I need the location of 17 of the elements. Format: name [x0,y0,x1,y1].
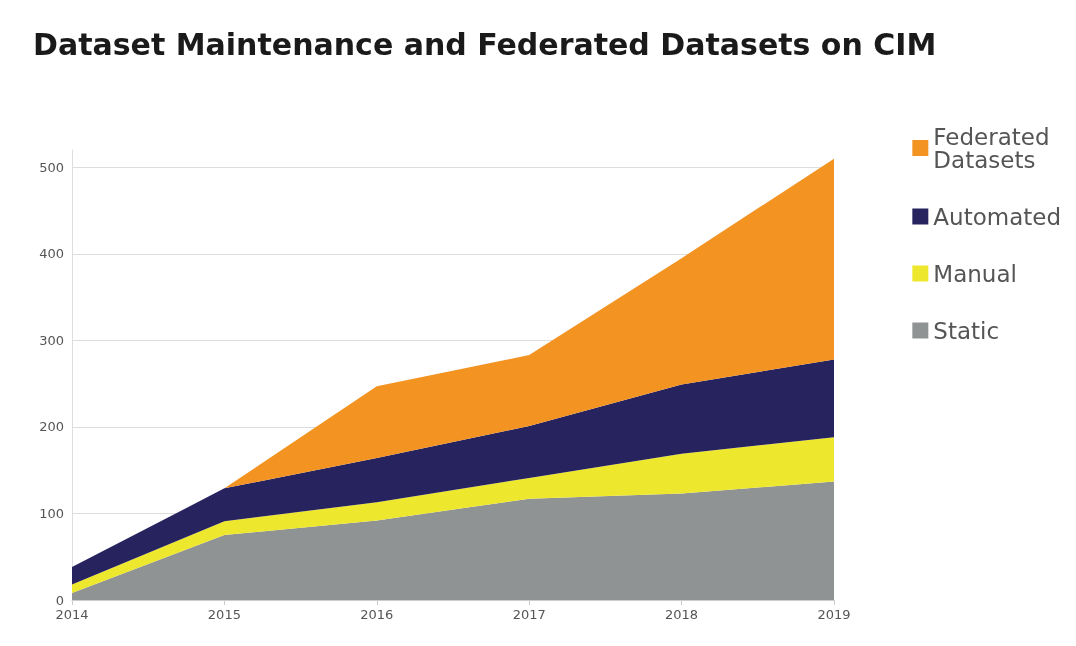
x-tick-label: 2014 [55,607,89,622]
x-tick-label: 2016 [360,607,394,622]
x-tick-label: 2015 [207,607,241,622]
y-tick-label: 500 [39,159,64,175]
x-tick-label: 2018 [665,607,699,622]
y-tick-label: 400 [39,246,64,262]
legend-label: Manual [933,260,1017,287]
y-tick-label: 0 [55,592,64,608]
chart-title: Dataset Maintenance and Federated Datasets on CIM [33,26,937,62]
y-tick-label: 100 [39,505,64,521]
x-tick-label: 2017 [512,607,546,622]
y-tick-label: 200 [39,419,64,435]
legend-label: Static [933,317,1000,344]
legend-label: Federated Datasets [933,123,1057,173]
x-tick-label: 2019 [817,607,851,622]
y-tick-label: 300 [39,332,64,348]
legend-label: Automated [933,203,1061,230]
